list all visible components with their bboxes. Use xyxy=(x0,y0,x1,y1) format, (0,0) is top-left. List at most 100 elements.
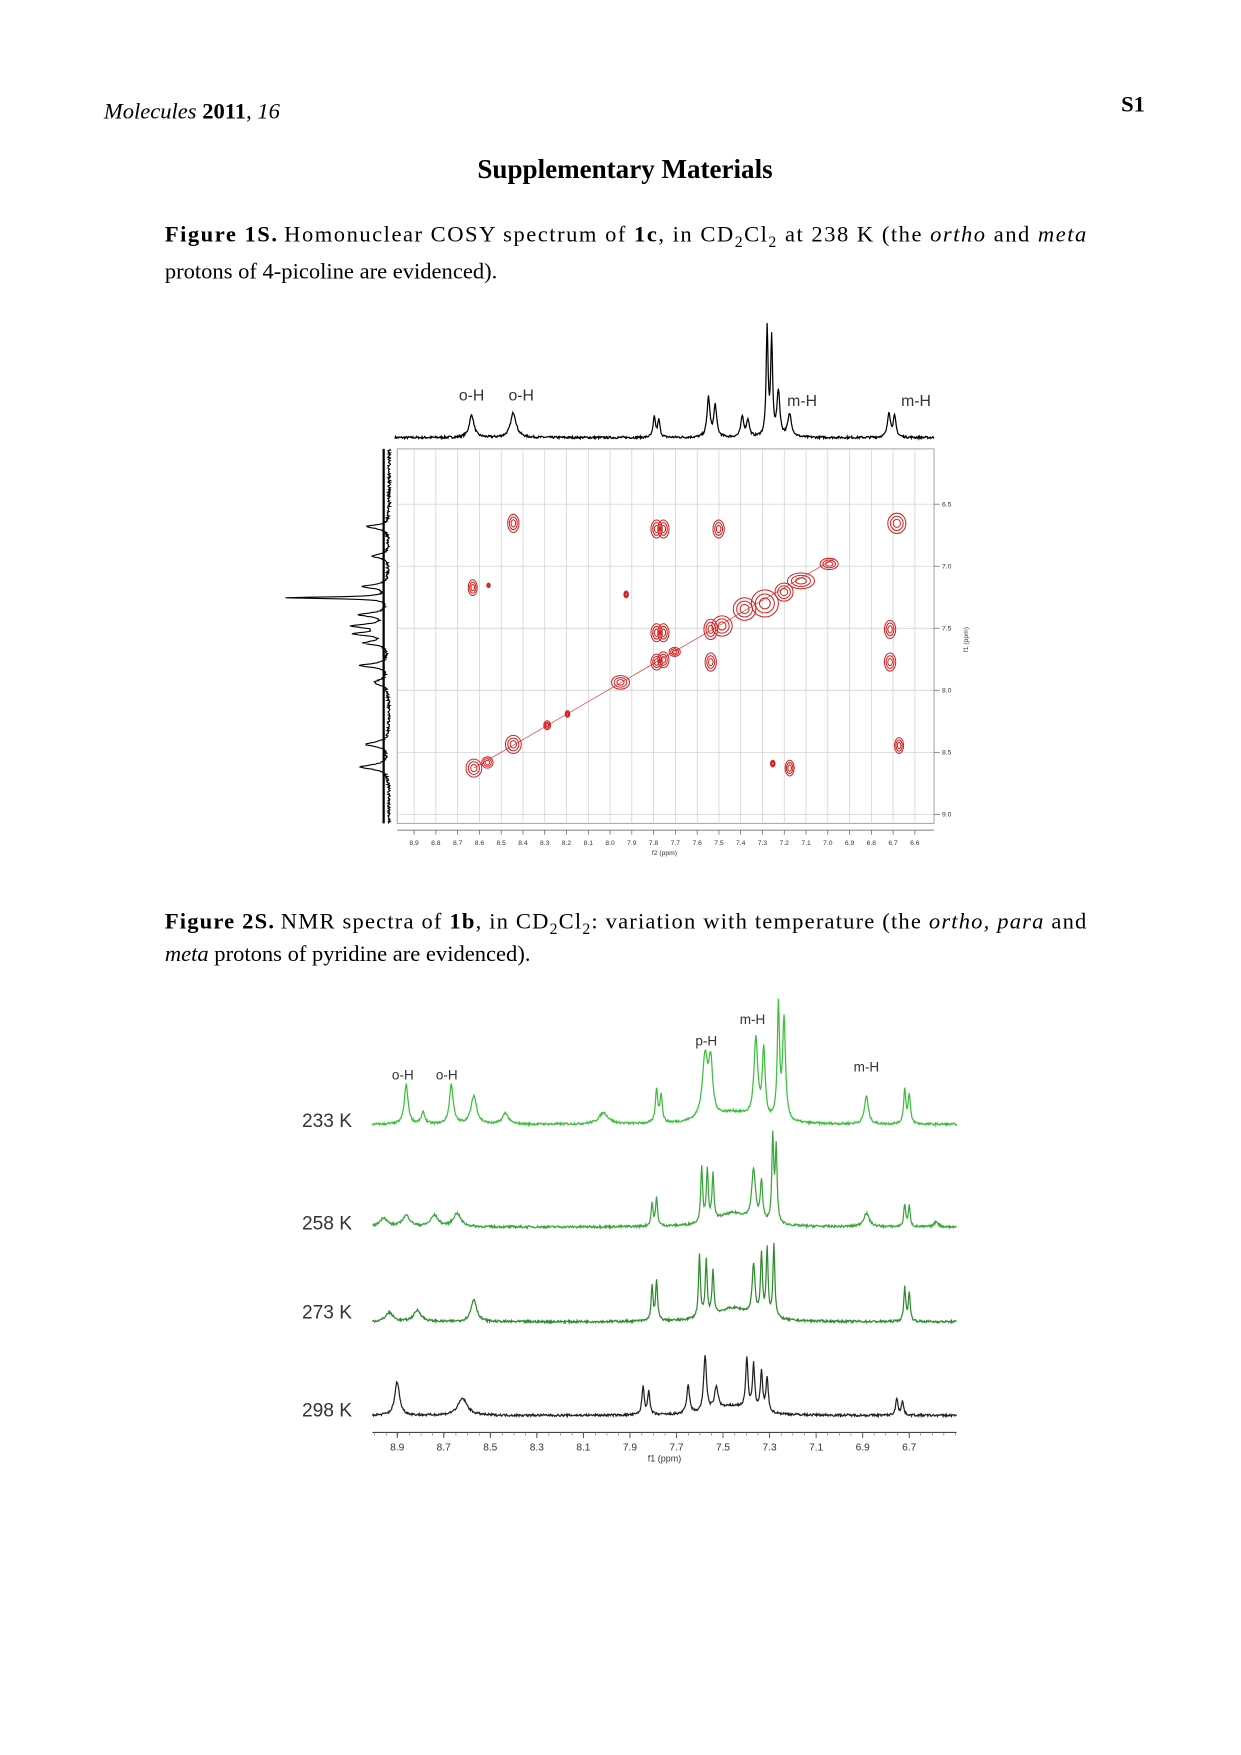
contour xyxy=(822,559,836,569)
contour xyxy=(671,649,678,655)
contour xyxy=(467,579,478,597)
contour xyxy=(507,737,520,752)
caption-text: ortho xyxy=(930,221,985,246)
contour xyxy=(787,764,792,772)
caption-line: meta protons of pyridine are evidenced). xyxy=(165,941,531,966)
x-tick-label: 6.6 xyxy=(910,840,920,847)
contour xyxy=(896,741,902,750)
contour xyxy=(616,679,625,686)
contour xyxy=(469,581,477,594)
contour xyxy=(739,604,750,615)
contour xyxy=(754,593,775,614)
title: Supplementary Materials xyxy=(477,154,772,184)
y-tick-label: 8.0 xyxy=(942,688,952,695)
caption-text: , in CD xyxy=(476,908,549,933)
peak-label: o-H xyxy=(459,387,484,404)
contour xyxy=(484,759,491,766)
contour xyxy=(784,759,795,777)
caption-text: meta xyxy=(165,941,209,966)
caption-text: protons of pyridine are evidenced). xyxy=(209,941,531,966)
contour xyxy=(510,519,517,528)
x-tick-label: 7.4 xyxy=(736,840,746,847)
contour xyxy=(887,512,907,535)
temperature-label: 273 K xyxy=(302,1303,352,1324)
contour xyxy=(652,625,662,640)
contour xyxy=(657,623,670,643)
contour xyxy=(707,657,714,667)
peak-label: p-H xyxy=(695,1034,717,1049)
y-tick-label: 8.5 xyxy=(942,750,952,757)
caption-text: Cl xyxy=(744,221,767,246)
y-tick-label: 9.0 xyxy=(942,812,952,819)
contour xyxy=(652,522,662,536)
contour xyxy=(883,619,897,639)
peak-label: m-H xyxy=(901,393,931,410)
x-tick-label: 7.5 xyxy=(716,1442,730,1453)
page-number: S1 xyxy=(1121,92,1145,117)
contour xyxy=(660,656,667,664)
contour xyxy=(703,618,719,641)
caption-line: Figure 1S. Homonuclear COSY spectrum of 1… xyxy=(165,221,1086,251)
contour xyxy=(883,652,897,672)
contour xyxy=(736,600,753,618)
caption-text: ortho, para xyxy=(929,908,1044,933)
contour xyxy=(790,574,811,587)
x-tick-label: 7.9 xyxy=(627,840,637,847)
x-tick-label: 6.9 xyxy=(845,840,855,847)
peak-label: m-H xyxy=(787,393,817,410)
x-tick-label: 8.1 xyxy=(584,840,594,847)
spectrum-trace xyxy=(371,1242,957,1326)
contour xyxy=(545,722,550,728)
running-header: Molecules 2011, 16 xyxy=(103,98,281,123)
contour xyxy=(758,597,771,610)
contour xyxy=(660,628,667,637)
x-tick-label: 8.4 xyxy=(518,840,528,847)
contour xyxy=(465,758,483,778)
temperature-label: 298 K xyxy=(302,1401,352,1422)
contour xyxy=(825,561,834,567)
x-tick-label: 7.3 xyxy=(763,1442,777,1453)
caption-text: 1c xyxy=(634,221,657,246)
x-tick-label: 8.7 xyxy=(453,840,463,847)
contour xyxy=(660,524,667,534)
peak-label: o-H xyxy=(392,1067,414,1082)
caption-text: at 238 K (the xyxy=(778,221,929,246)
contour xyxy=(543,720,552,731)
contour xyxy=(613,677,628,688)
contour xyxy=(623,590,629,599)
projection-top xyxy=(394,323,935,441)
x-tick-label: 8.9 xyxy=(409,840,419,847)
contour xyxy=(786,762,794,775)
contour xyxy=(624,591,629,598)
contour xyxy=(610,675,631,690)
contour xyxy=(892,518,901,528)
x-tick-label: 7.7 xyxy=(669,1442,683,1453)
contour xyxy=(770,759,776,768)
caption-text: and xyxy=(1045,908,1087,933)
spectrum-trace xyxy=(371,998,958,1128)
temperature-label: 233 K xyxy=(302,1111,352,1132)
caption-text: , in CD xyxy=(658,221,733,246)
x-tick-label: 8.6 xyxy=(475,840,485,847)
contour xyxy=(653,658,660,666)
contour xyxy=(504,734,522,754)
x-tick-label: 6.7 xyxy=(902,1442,916,1453)
contour xyxy=(717,621,727,631)
subscript: 2 xyxy=(735,234,743,251)
contour xyxy=(774,582,794,602)
contour xyxy=(885,655,895,669)
caption-text: and xyxy=(987,221,1037,246)
x-tick-label: 8.5 xyxy=(496,840,506,847)
contour xyxy=(670,648,680,656)
peak-label: o-H xyxy=(509,387,534,404)
subscript: 2 xyxy=(550,921,558,938)
contour xyxy=(653,628,660,637)
contour xyxy=(653,524,660,534)
peak-label: m-H xyxy=(854,1059,880,1074)
caption-text: meta xyxy=(1038,221,1086,246)
x-axis-label: f2 (ppm) xyxy=(652,850,677,857)
x-tick-label: 7.5 xyxy=(714,840,724,847)
plot-frame xyxy=(396,448,935,824)
contour xyxy=(894,737,905,754)
